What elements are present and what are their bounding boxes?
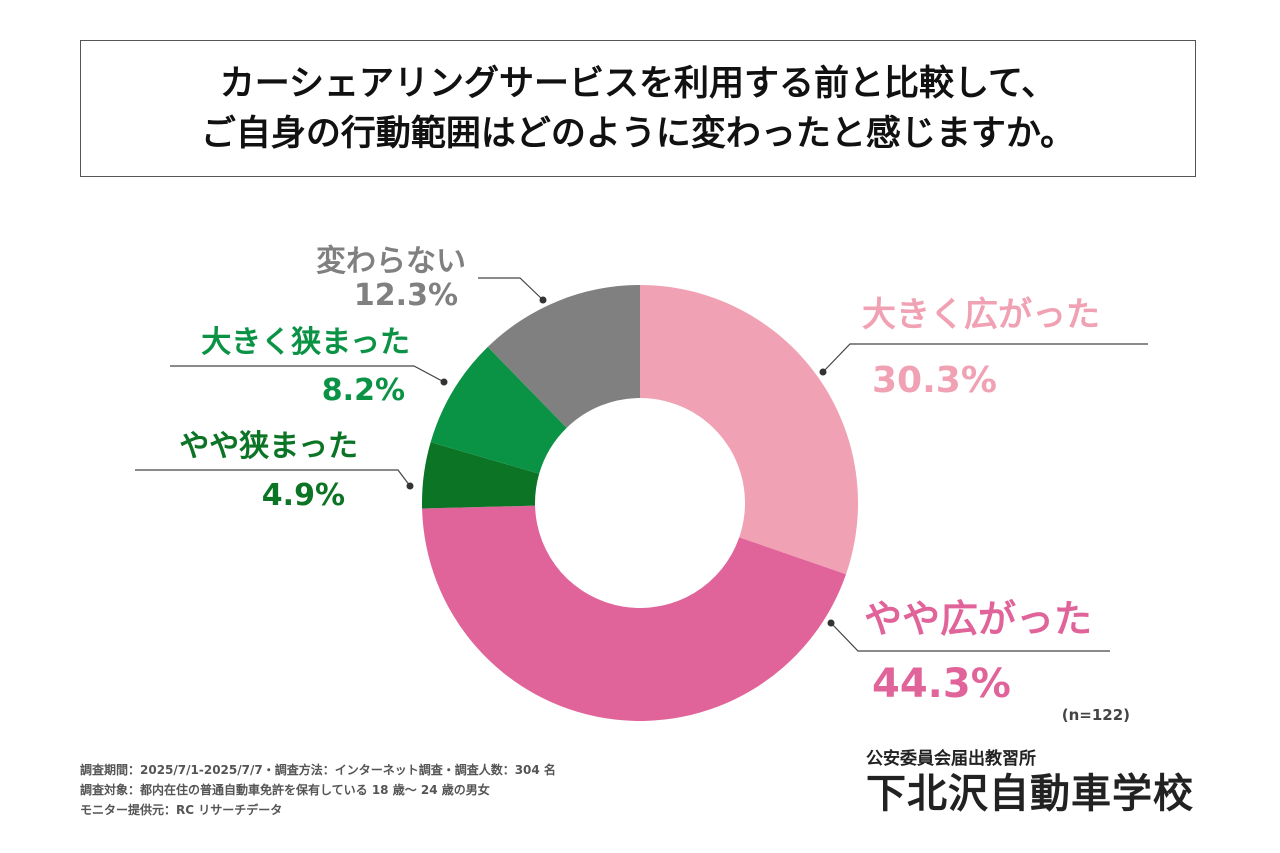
slice-label-4: 変わらない [316,244,466,279]
leader-line-3 [135,469,411,487]
brand-name: 下北沢自動車学校 [866,771,1194,817]
brand-subtitle: 公安委員会届出教習所 [866,749,1036,769]
footer-line-3: モニター提供元：RC リサーチデータ [80,803,283,817]
donut-slice-2 [422,442,540,509]
leader-dot-1 [819,368,827,376]
footer-line-1: 調査期間：2025/7/1-2025/7/7・調査方法：インターネット調査・調査… [80,763,556,777]
leader-dot-2 [827,619,835,627]
slice-label-0: 大きく広がった [862,295,1100,335]
donut-slice-4 [487,285,640,428]
slice-value-1: 44.3% [872,661,1011,707]
donut-slice-3 [430,346,567,474]
leader-line-4 [170,365,445,383]
slice-value-2: 4.9% [262,478,345,513]
slice-label-1: やや広がった [864,597,1092,641]
donut-slice-1 [422,505,847,721]
donut-slice-0 [640,285,858,575]
leader-line-1 [822,343,1148,373]
slice-label-2: やや狭まった [179,429,358,464]
leader-dot-4 [440,378,448,386]
title-box: カーシェアリングサービスを利用する前と比較して、 ご自身の行動範囲はどのように変… [80,40,1196,177]
sample-size-label: (n=122) [1062,706,1130,724]
leader-dot-5 [539,296,547,304]
slice-label-3: 大きく狭まった [201,325,410,360]
slice-value-3: 8.2% [322,373,405,408]
survey-footer: 調査期間：2025/7/1-2025/7/7・調査方法：インターネット調査・調査… [80,760,556,820]
leader-lines [135,277,1148,652]
slice-value-4: 12.3% [354,278,458,313]
leader-line-5 [478,277,544,301]
footer-line-2: 調査対象：都内在住の普通自動車免許を保有している 18 歳〜 24 歳の男女 [80,783,490,797]
donut-slices [422,285,858,721]
leader-line-2 [830,622,1110,652]
brand-block: 公安委員会届出教習所 下北沢自動車学校 [866,748,1194,818]
slice-value-0: 30.3% [872,360,997,401]
leader-dot-3 [406,482,414,490]
title-line-1: カーシェアリングサービスを利用する前と比較して、 [219,63,1057,104]
title-line-2: ご自身の行動範囲はどのように変わったと感じますか。 [200,113,1076,154]
leader-dots [406,296,835,627]
